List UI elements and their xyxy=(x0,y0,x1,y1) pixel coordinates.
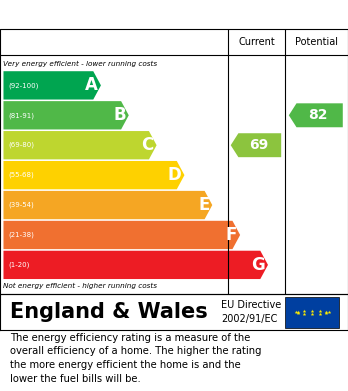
Polygon shape xyxy=(3,131,157,160)
Polygon shape xyxy=(3,221,240,249)
Polygon shape xyxy=(3,101,129,129)
Text: (69-80): (69-80) xyxy=(9,142,35,149)
Bar xyxy=(285,297,339,328)
Text: 82: 82 xyxy=(308,108,328,122)
Text: G: G xyxy=(251,256,265,274)
Text: Not energy efficient - higher running costs: Not energy efficient - higher running co… xyxy=(3,283,158,289)
Text: E: E xyxy=(198,196,209,214)
Text: (81-91): (81-91) xyxy=(9,112,35,118)
Text: Energy Efficiency Rating: Energy Efficiency Rating xyxy=(10,5,239,24)
Text: EU Directive
2002/91/EC: EU Directive 2002/91/EC xyxy=(221,300,281,325)
Polygon shape xyxy=(231,133,281,157)
Polygon shape xyxy=(3,161,184,189)
Text: F: F xyxy=(226,226,237,244)
Polygon shape xyxy=(3,191,212,219)
Text: (21-38): (21-38) xyxy=(9,232,34,238)
Text: D: D xyxy=(168,166,182,184)
Polygon shape xyxy=(3,71,101,100)
Text: The energy efficiency rating is a measure of the
overall efficiency of a home. T: The energy efficiency rating is a measur… xyxy=(10,333,262,384)
Text: A: A xyxy=(85,76,98,94)
Text: B: B xyxy=(113,106,126,124)
Polygon shape xyxy=(3,251,268,279)
Polygon shape xyxy=(289,103,343,127)
Text: (92-100): (92-100) xyxy=(9,82,39,89)
Text: England & Wales: England & Wales xyxy=(10,302,208,323)
Text: (39-54): (39-54) xyxy=(9,202,34,208)
Text: Current: Current xyxy=(238,37,275,47)
Text: (1-20): (1-20) xyxy=(9,262,30,268)
Text: Potential: Potential xyxy=(295,37,338,47)
Text: (55-68): (55-68) xyxy=(9,172,34,178)
Text: 69: 69 xyxy=(248,138,268,152)
Text: Very energy efficient - lower running costs: Very energy efficient - lower running co… xyxy=(3,61,158,67)
Text: C: C xyxy=(142,136,154,154)
